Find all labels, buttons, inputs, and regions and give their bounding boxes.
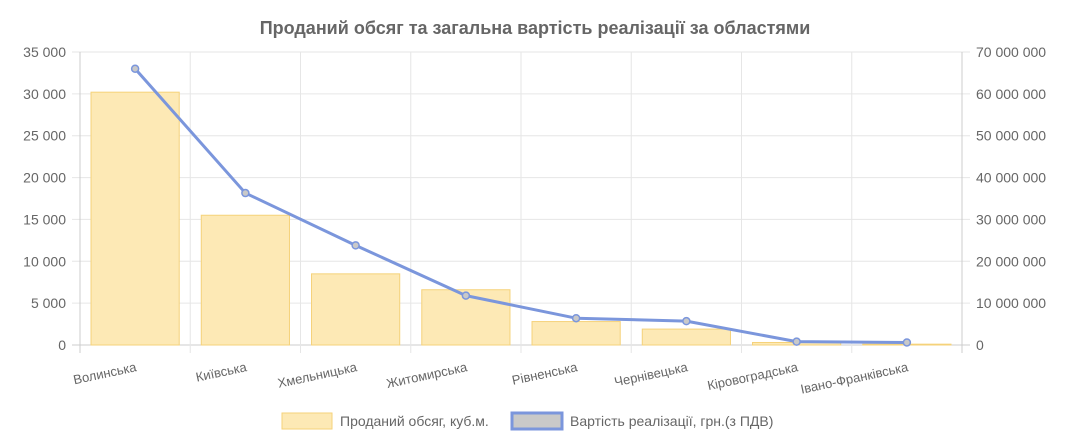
legend-label-value[interactable]: Вартість реалізації, грн.(з ПДВ) [570, 413, 773, 429]
x-tick-label: Кіровоградська [706, 359, 800, 393]
x-tick-label: Житомирська [385, 359, 469, 391]
bar-series [90, 91, 952, 346]
value-point [792, 337, 801, 346]
value-point [682, 316, 691, 326]
value-point [571, 313, 581, 323]
chart-title: Проданий обсяг та загальна вартість реал… [260, 18, 811, 38]
y-right-tick-label: 70 000 000 [976, 44, 1046, 60]
value-point [241, 188, 250, 198]
line-series [130, 64, 912, 347]
y-left-tick-label: 10 000 [23, 253, 66, 269]
y-left-tick-label: 0 [58, 337, 66, 353]
value-point [130, 64, 140, 73]
x-tick-label: Івано-Франківська [799, 359, 910, 397]
y-left-tick-label: 25 000 [23, 128, 66, 144]
y-right-tick-label: 30 000 000 [976, 211, 1046, 227]
legend: Проданий обсяг, куб.м. Вартість реалізац… [281, 411, 773, 431]
value-point [902, 338, 912, 347]
x-tick-label: Чернівецька [613, 359, 690, 389]
y-right-tick-label: 0 [976, 337, 984, 353]
y-right-tick-label: 40 000 000 [976, 170, 1046, 186]
value-line [134, 67, 907, 344]
bar [531, 321, 621, 346]
y-right-tick-label: 10 000 000 [976, 295, 1046, 311]
x-tick-label: Київська [194, 359, 248, 385]
y-right-tick-label: 60 000 000 [976, 86, 1046, 102]
y-right-tick-label: 20 000 000 [976, 253, 1046, 269]
y-right-tick-label: 50 000 000 [976, 128, 1046, 144]
bar [311, 273, 401, 346]
x-tick-label: Волинська [72, 359, 139, 387]
legend-swatch-volume[interactable] [281, 412, 333, 430]
value-point [351, 241, 360, 250]
y-left-tick-label: 30 000 [23, 86, 66, 102]
bar [200, 214, 290, 346]
x-tick-label: Хмельницька [276, 359, 359, 391]
y-left-tick-label: 35 000 [23, 44, 66, 60]
y-left-tick-label: 15 000 [23, 211, 66, 227]
x-tick-label: Рівненська [511, 359, 580, 388]
y-left-tick-label: 5 000 [31, 295, 66, 311]
y-left-tick-label: 20 000 [23, 170, 66, 186]
legend-swatch-value[interactable] [510, 411, 564, 431]
value-point [461, 291, 471, 300]
bar [90, 91, 180, 346]
bar [641, 328, 731, 346]
legend-label-volume[interactable]: Проданий обсяг, куб.м. [340, 413, 489, 429]
